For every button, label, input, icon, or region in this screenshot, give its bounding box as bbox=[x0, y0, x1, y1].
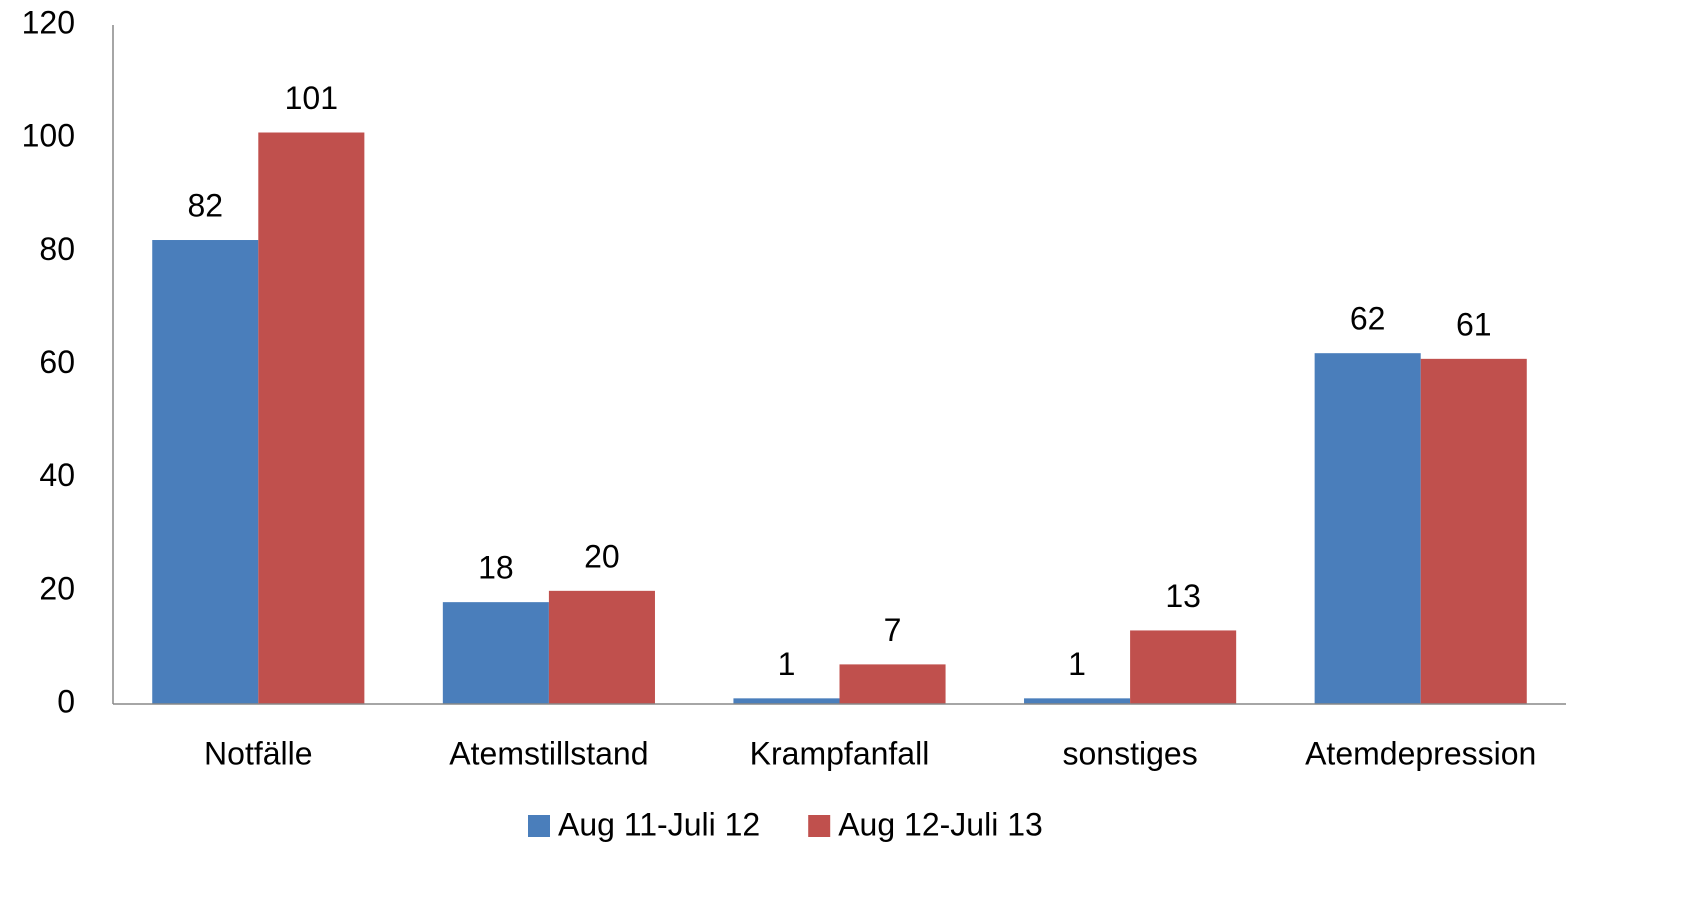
bar bbox=[1314, 353, 1421, 704]
bar bbox=[839, 664, 946, 704]
data-label: 13 bbox=[1165, 578, 1201, 614]
data-label: 1 bbox=[1068, 646, 1086, 682]
bar bbox=[442, 602, 549, 704]
data-label: 20 bbox=[584, 538, 620, 574]
data-label: 62 bbox=[1350, 301, 1386, 337]
bar bbox=[258, 132, 365, 705]
data-label: 18 bbox=[478, 550, 514, 586]
y-tick-label: 20 bbox=[39, 570, 75, 606]
data-label: 82 bbox=[187, 187, 223, 223]
x-tick-label: sonstiges bbox=[1063, 735, 1198, 771]
bar bbox=[1130, 630, 1237, 704]
y-tick-label: 100 bbox=[22, 118, 75, 154]
y-tick-label: 60 bbox=[39, 344, 75, 380]
legend-label: Aug 11-Juli 12 bbox=[558, 806, 760, 842]
legend-label: Aug 12-Juli 13 bbox=[838, 806, 1043, 842]
x-tick-label: Atemstillstand bbox=[449, 735, 648, 771]
data-label: 61 bbox=[1456, 306, 1492, 342]
legend-swatch bbox=[528, 815, 550, 837]
data-label: 1 bbox=[778, 646, 796, 682]
bar bbox=[1024, 698, 1131, 704]
bar bbox=[733, 698, 840, 704]
x-tick-label: Notfälle bbox=[204, 735, 313, 771]
x-tick-label: Atemdepression bbox=[1305, 735, 1536, 771]
y-tick-label: 120 bbox=[22, 4, 75, 40]
legend-swatch bbox=[808, 815, 831, 837]
y-tick-label: 40 bbox=[39, 457, 75, 493]
data-label: 7 bbox=[884, 612, 902, 648]
data-label: 101 bbox=[285, 80, 338, 116]
bar bbox=[548, 590, 655, 704]
bar bbox=[152, 240, 259, 704]
y-tick-label: 0 bbox=[57, 683, 75, 719]
x-tick-label: Krampfanfall bbox=[750, 735, 930, 771]
bar bbox=[1420, 358, 1527, 704]
y-tick-label: 80 bbox=[39, 231, 75, 267]
